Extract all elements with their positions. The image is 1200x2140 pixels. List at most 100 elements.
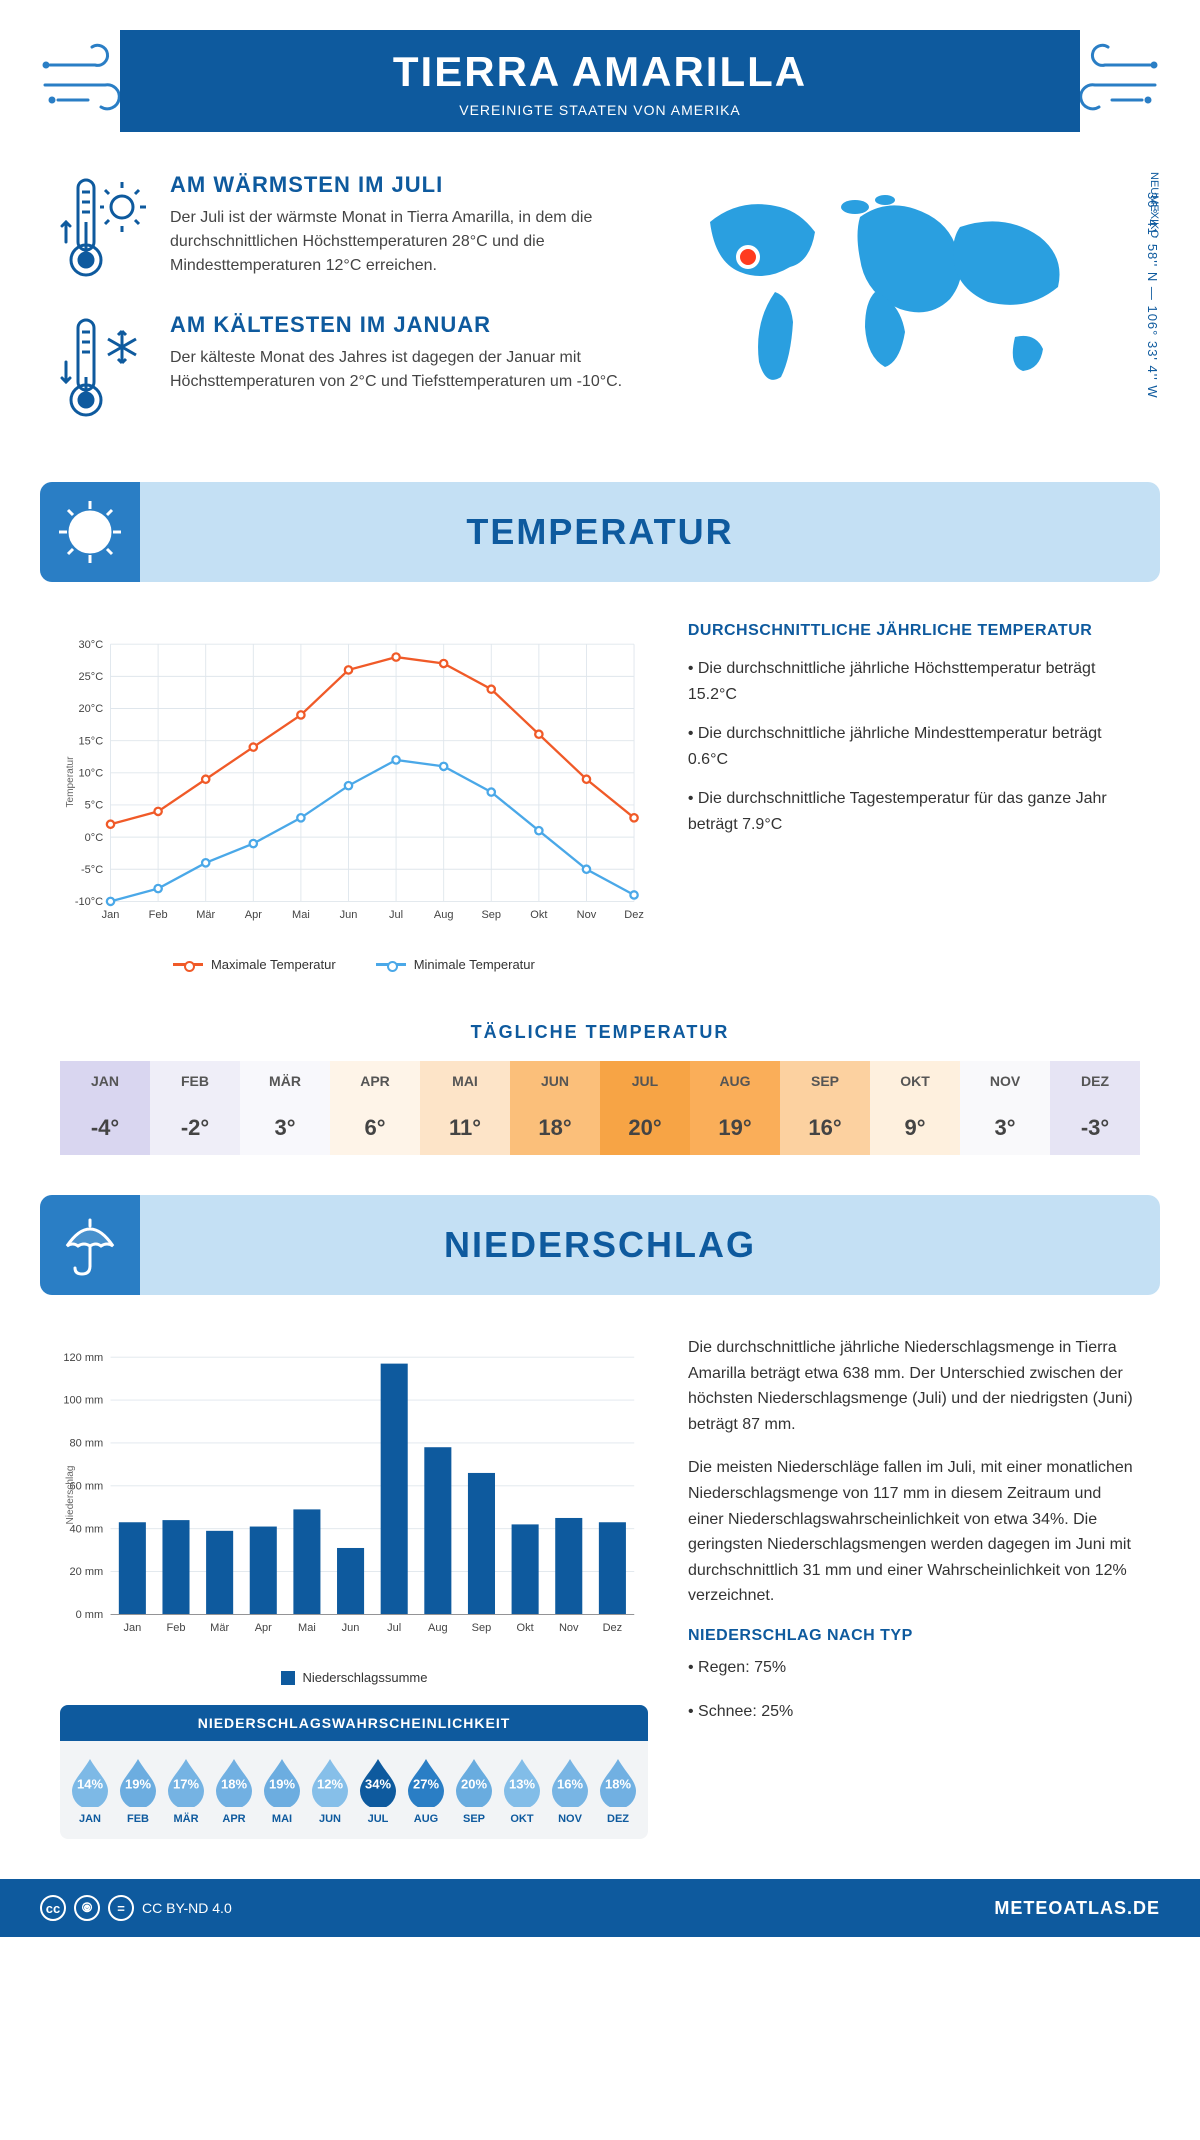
svg-text:Aug: Aug [428, 1622, 448, 1634]
fact-coldest: AM KÄLTESTEN IM JANUAR Der kälteste Mona… [60, 312, 640, 422]
license-text: CC BY-ND 4.0 [142, 1900, 232, 1916]
intro-row: AM WÄRMSTEN IM JULI Der Juli ist der wär… [0, 152, 1200, 482]
daily-temp-value: -4° [60, 1101, 150, 1155]
chart-legend: Maximale Temperatur Minimale Temperatur [60, 957, 648, 972]
daily-temp-value: 20° [600, 1101, 690, 1155]
svg-text:Niederschlag: Niederschlag [65, 1466, 76, 1525]
month-header: NOV [960, 1061, 1050, 1101]
precip-prob-item: 34%JUL [356, 1755, 400, 1825]
svg-text:20°C: 20°C [79, 703, 104, 715]
precip-prob-item: 12%JUN [308, 1755, 352, 1825]
fact-title: AM KÄLTESTEN IM JANUAR [170, 312, 640, 338]
svg-text:Jan: Jan [102, 909, 120, 921]
daily-temp-value: 18° [510, 1101, 600, 1155]
svg-text:Mär: Mär [210, 1622, 229, 1634]
month-header: MÄR [240, 1061, 330, 1101]
precip-prob-item: 16%NOV [548, 1755, 592, 1825]
bullet: • Die durchschnittliche jährliche Mindes… [688, 721, 1140, 772]
svg-text:Mai: Mai [298, 1622, 316, 1634]
daily-temp-value: 16° [780, 1101, 870, 1155]
nd-icon: = [108, 1895, 134, 1921]
footer: cc 🞋 = CC BY-ND 4.0 METEOATLAS.DE [0, 1879, 1200, 1937]
svg-text:10°C: 10°C [79, 767, 104, 779]
svg-text:0°C: 0°C [85, 832, 104, 844]
month-header: MAI [420, 1061, 510, 1101]
svg-text:Sep: Sep [472, 1622, 492, 1634]
precip-prob-item: 19%FEB [116, 1755, 160, 1825]
precip-para: Die durchschnittliche jährliche Niedersc… [688, 1335, 1140, 1437]
precip-prob-item: 13%OKT [500, 1755, 544, 1825]
precip-prob-item: 27%AUG [404, 1755, 448, 1825]
month-header: JAN [60, 1061, 150, 1101]
svg-text:Feb: Feb [149, 909, 168, 921]
by-icon: 🞋 [74, 1895, 100, 1921]
daily-temp-value: 19° [690, 1101, 780, 1155]
precip-prob-item: 20%SEP [452, 1755, 496, 1825]
precipitation-chart: 0 mm20 mm40 mm60 mm80 mm100 mm120 mmNied… [60, 1335, 648, 1839]
cc-icon: cc [40, 1895, 66, 1921]
svg-text:Jun: Jun [340, 909, 358, 921]
month-header: AUG [690, 1061, 780, 1101]
bullet: • Regen: 75% [688, 1655, 1140, 1681]
precip-prob-item: 17%MÄR [164, 1755, 208, 1825]
daily-temp-value: 6° [330, 1101, 420, 1155]
legend-precip: Niederschlagssumme [303, 1670, 428, 1685]
svg-text:100 mm: 100 mm [63, 1395, 103, 1407]
svg-text:15°C: 15°C [79, 735, 104, 747]
svg-text:Feb: Feb [167, 1622, 186, 1634]
section-title: TEMPERATUR [140, 511, 1160, 553]
fact-warmest: AM WÄRMSTEN IM JULI Der Juli ist der wär… [60, 172, 640, 282]
svg-text:Mai: Mai [292, 909, 310, 921]
world-map: NEUMEXIKO 36° 41' 58'' N — 106° 33' 4'' … [680, 172, 1140, 452]
svg-text:25°C: 25°C [79, 671, 104, 683]
svg-text:Dez: Dez [603, 1622, 623, 1634]
svg-text:Sep: Sep [481, 909, 501, 921]
svg-text:Nov: Nov [559, 1622, 579, 1634]
precip-prob-item: 18%APR [212, 1755, 256, 1825]
bullet: • Schnee: 25% [688, 1699, 1140, 1725]
daily-temp-value: 3° [960, 1101, 1050, 1155]
svg-text:Nov: Nov [577, 909, 597, 921]
section-title: NIEDERSCHLAG [140, 1224, 1160, 1266]
precip-prob-item: 19%MAI [260, 1755, 304, 1825]
section-temperature: TEMPERATUR [40, 482, 1160, 582]
page-title: TIERRA AMARILLA [120, 48, 1080, 96]
daily-heading: TÄGLICHE TEMPERATUR [60, 1022, 1140, 1043]
svg-text:80 mm: 80 mm [70, 1438, 104, 1450]
precip-para: Die meisten Niederschläge fallen im Juli… [688, 1455, 1140, 1609]
svg-text:Dez: Dez [624, 909, 644, 921]
svg-text:-5°C: -5°C [81, 864, 103, 876]
daily-temperature: TÄGLICHE TEMPERATUR JANFEBMÄRAPRMAIJUNJU… [0, 1012, 1200, 1195]
type-heading: NIEDERSCHLAG NACH TYP [688, 1627, 1140, 1645]
svg-text:Jun: Jun [342, 1622, 360, 1634]
header: TIERRA AMARILLA VEREINIGTE STAATEN VON A… [0, 0, 1200, 152]
svg-text:Okt: Okt [517, 1622, 534, 1634]
svg-text:Temperatur: Temperatur [65, 756, 76, 808]
daily-temp-value: 11° [420, 1101, 510, 1155]
fact-text: Der kälteste Monat des Jahres ist dagege… [170, 346, 640, 394]
annual-heading: DURCHSCHNITTLICHE JÄHRLICHE TEMPERATUR [688, 622, 1140, 640]
brand-label: METEOATLAS.DE [994, 1898, 1160, 1919]
svg-text:Apr: Apr [255, 1622, 272, 1634]
fact-text: Der Juli ist der wärmste Monat in Tierra… [170, 206, 640, 278]
svg-text:-10°C: -10°C [75, 896, 103, 908]
svg-text:5°C: 5°C [85, 800, 104, 812]
svg-text:30°C: 30°C [79, 639, 104, 651]
temperature-chart: -10°C -5°C 0°C 5°C 10°C 15°C 20°C 25°C 30°C Jan Fe… [60, 622, 648, 972]
thermometer-sun-icon [60, 172, 150, 282]
bullet: • Die durchschnittliche Tagestemperatur … [688, 786, 1140, 837]
svg-text:Jul: Jul [389, 909, 403, 921]
legend-max: Maximale Temperatur [211, 957, 336, 972]
legend-min: Minimale Temperatur [414, 957, 535, 972]
license: cc 🞋 = CC BY-ND 4.0 [40, 1895, 232, 1921]
bullet: • Die durchschnittliche jährliche Höchst… [688, 656, 1140, 707]
umbrella-icon [40, 1195, 140, 1295]
month-header: JUL [600, 1061, 690, 1101]
thermometer-snow-icon [60, 312, 150, 422]
svg-text:Apr: Apr [245, 909, 262, 921]
month-header: APR [330, 1061, 420, 1101]
svg-text:120 mm: 120 mm [63, 1352, 103, 1364]
svg-text:Jul: Jul [387, 1622, 401, 1634]
month-header: OKT [870, 1061, 960, 1101]
month-header: JUN [510, 1061, 600, 1101]
